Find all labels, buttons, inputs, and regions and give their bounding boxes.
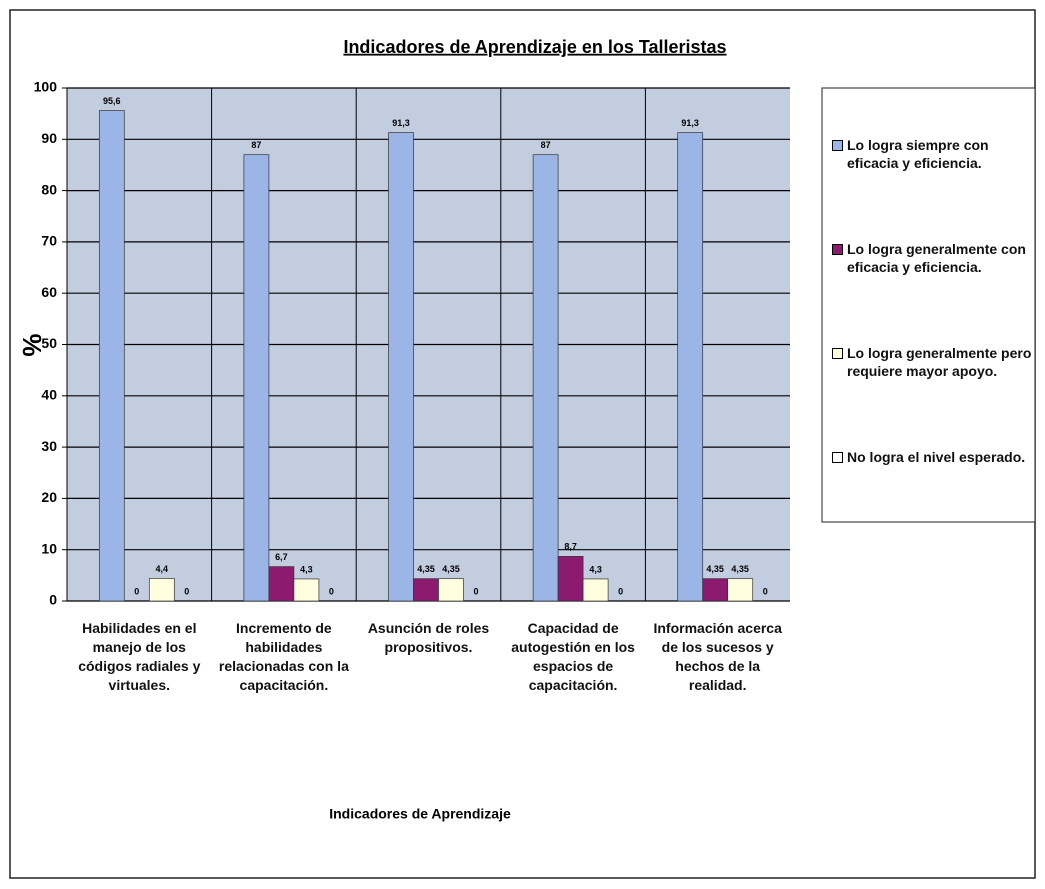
data-label: 8,7 [564, 542, 577, 552]
data-label: 4,4 [156, 564, 169, 574]
bar [148, 578, 175, 602]
bar [438, 578, 464, 602]
y-tick-label: 30 [41, 438, 57, 454]
legend-label: Lo logra siempre con eficacia y eficienc… [847, 137, 989, 171]
bar [388, 132, 414, 602]
data-label: 0 [329, 586, 334, 596]
x-tick-label: Capacidad de autogestión en los espacios… [511, 620, 635, 693]
legend-box [821, 87, 1036, 523]
data-label: 0 [763, 586, 768, 596]
y-tick-label: 50 [41, 335, 57, 351]
bar [98, 110, 125, 602]
data-label: 87 [541, 140, 551, 150]
legend-swatch [832, 452, 843, 463]
data-label: 0 [618, 586, 623, 596]
x-tick-label: Asunción de roles propositivos. [367, 620, 490, 655]
bar [702, 578, 729, 602]
bar [413, 578, 439, 602]
bar [293, 578, 320, 602]
bar [268, 566, 295, 602]
legend-label: Lo logra generalmente con eficacia y efi… [847, 241, 1026, 275]
data-label: 91,3 [681, 118, 699, 128]
data-label: 4,35 [706, 564, 724, 574]
legend-entry: Lo logra siempre con eficacia y eficienc… [832, 136, 1032, 172]
legend-swatch [832, 348, 843, 359]
legend-entry: Lo logra generalmente pero requiere mayo… [832, 344, 1032, 380]
x-tick-label: Habilidades en el manejo de los códigos … [78, 620, 201, 693]
bar [677, 132, 704, 602]
data-label: 95,6 [103, 96, 121, 106]
chart-title: Indicadores de Aprendizaje en los Taller… [343, 37, 726, 57]
x-axis-label: Indicadores de Aprendizaje [329, 806, 511, 822]
y-tick-label: 60 [41, 284, 57, 300]
data-label: 4,3 [300, 564, 313, 574]
data-label: 0 [473, 586, 478, 596]
y-tick-label: 70 [41, 233, 57, 249]
y-tick-label: 0 [49, 592, 57, 608]
bar [727, 578, 754, 602]
legend-swatch [832, 244, 843, 255]
y-tick-label: 80 [41, 181, 57, 197]
bar [243, 154, 270, 602]
data-label: 4,3 [589, 564, 602, 574]
y-tick-label: 90 [41, 130, 57, 146]
data-label: 4,35 [731, 564, 749, 574]
bar [532, 154, 559, 602]
legend-label: Lo logra generalmente pero requiere mayo… [847, 345, 1032, 379]
legend-swatch [832, 140, 843, 151]
legend-entry: Lo logra generalmente con eficacia y efi… [832, 240, 1032, 276]
y-tick-label: 10 [41, 540, 57, 556]
data-label: 4,35 [417, 564, 435, 574]
bar [582, 578, 609, 602]
data-label: 0 [134, 586, 139, 596]
y-axis-label: % [17, 333, 47, 356]
x-tick-label: Incremento de habilidades relacionadas c… [218, 620, 349, 693]
data-label: 4,35 [442, 564, 460, 574]
y-tick-label: 40 [41, 387, 57, 403]
legend-entry: No logra el nivel esperado. [832, 448, 1032, 466]
data-label: 91,3 [392, 118, 410, 128]
y-tick-label: 100 [34, 79, 58, 95]
x-tick-label: Información acerca de los sucesos y hech… [653, 620, 782, 693]
y-tick-label: 20 [41, 489, 57, 505]
legend-label: No logra el nivel esperado. [847, 449, 1026, 465]
bar [557, 556, 584, 602]
data-label: 6,7 [275, 552, 288, 562]
data-label: 0 [184, 586, 189, 596]
data-label: 87 [251, 140, 261, 150]
